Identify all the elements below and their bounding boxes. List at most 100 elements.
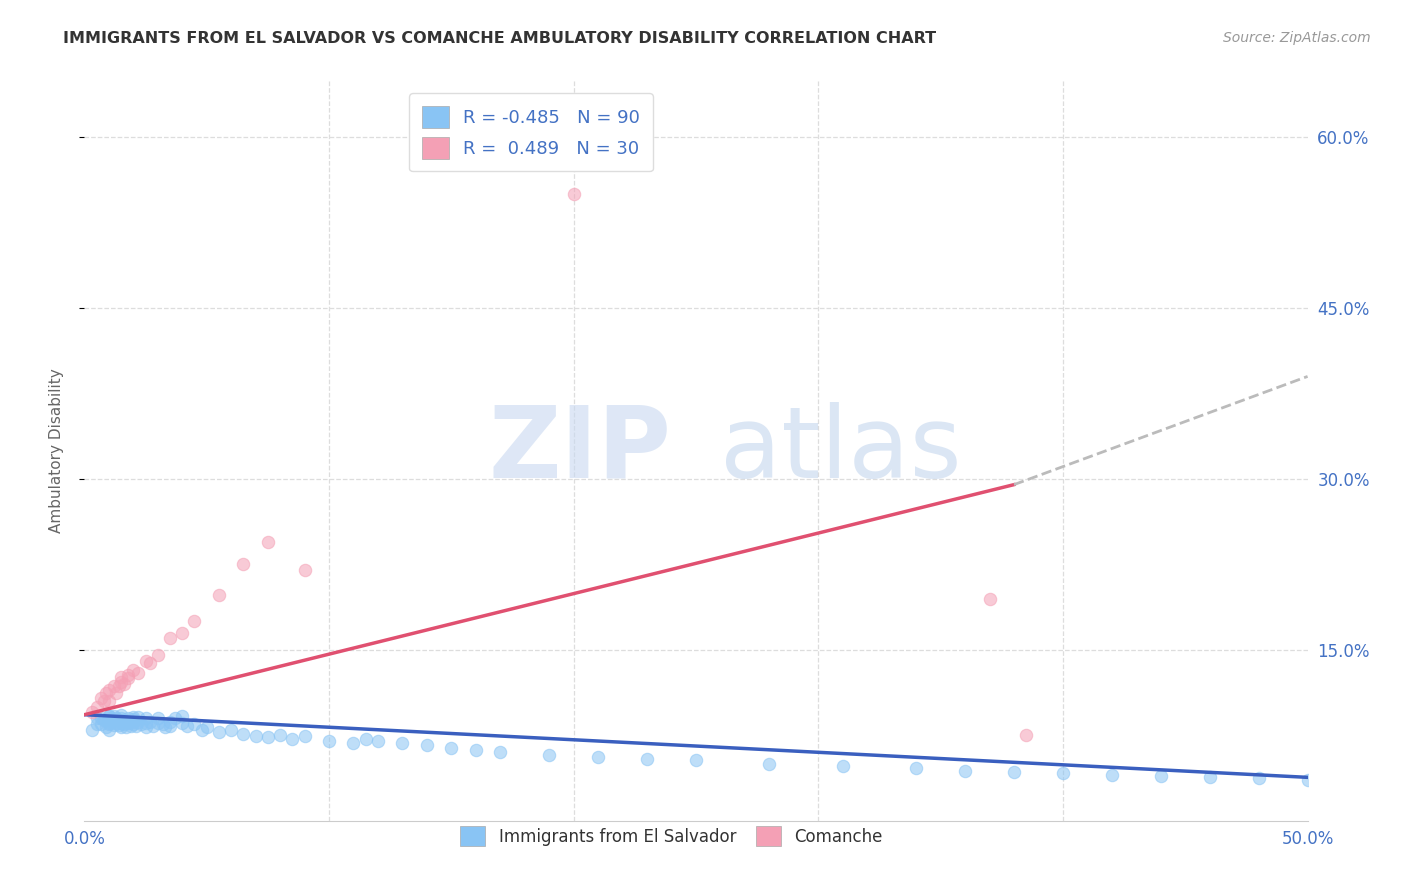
Point xyxy=(90,711,112,725)
Point xyxy=(1150,769,1173,783)
Point xyxy=(96,720,118,734)
Point xyxy=(86,716,108,731)
Point xyxy=(103,718,125,732)
Point xyxy=(110,715,132,730)
Point xyxy=(257,534,280,549)
Point xyxy=(107,718,129,732)
Point xyxy=(135,711,157,725)
Point xyxy=(183,716,205,731)
Point xyxy=(146,715,169,730)
Point xyxy=(172,715,194,730)
Point xyxy=(115,720,138,734)
Point xyxy=(318,734,340,748)
Point xyxy=(97,709,120,723)
Point xyxy=(105,711,128,725)
Point xyxy=(97,709,120,723)
Point xyxy=(117,671,139,685)
Point xyxy=(97,714,120,728)
Point xyxy=(97,682,120,697)
Legend: Immigrants from El Salvador, Comanche: Immigrants from El Salvador, Comanche xyxy=(454,820,890,853)
Point xyxy=(1015,728,1038,742)
Y-axis label: Ambulatory Disability: Ambulatory Disability xyxy=(49,368,63,533)
Point xyxy=(97,716,120,731)
Point xyxy=(80,723,103,737)
Point xyxy=(107,714,129,728)
Point xyxy=(1052,765,1074,780)
Point xyxy=(135,654,157,668)
Point xyxy=(112,714,135,728)
Point xyxy=(953,764,976,778)
Point xyxy=(367,734,389,748)
Point xyxy=(172,625,194,640)
Point xyxy=(135,715,157,730)
Point xyxy=(586,749,609,764)
Point xyxy=(152,716,174,731)
Point xyxy=(1296,772,1319,787)
Point xyxy=(208,724,231,739)
Point xyxy=(103,709,125,723)
Point xyxy=(117,668,139,682)
Point xyxy=(636,752,658,766)
Point xyxy=(117,715,139,730)
Point xyxy=(103,679,125,693)
Point xyxy=(110,707,132,722)
Point xyxy=(464,743,486,757)
Point xyxy=(159,632,181,646)
Point xyxy=(105,686,128,700)
Point xyxy=(1101,768,1123,782)
Point xyxy=(281,731,304,746)
Point xyxy=(294,730,316,744)
Point xyxy=(905,761,928,775)
Point xyxy=(191,723,214,737)
Point xyxy=(127,714,149,729)
Point xyxy=(354,731,377,746)
Point xyxy=(117,711,139,725)
Point xyxy=(758,756,780,771)
Point xyxy=(159,719,181,733)
Point xyxy=(107,679,129,693)
Point xyxy=(93,694,115,708)
Point xyxy=(86,699,108,714)
Point xyxy=(97,711,120,725)
Point xyxy=(208,588,231,602)
Point xyxy=(685,753,707,767)
Point xyxy=(86,711,108,725)
Text: Source: ZipAtlas.com: Source: ZipAtlas.com xyxy=(1223,31,1371,45)
Point xyxy=(90,716,112,731)
Point xyxy=(117,714,139,729)
Point xyxy=(219,723,242,737)
Point xyxy=(440,740,463,755)
Point xyxy=(1002,764,1025,779)
Point xyxy=(122,714,145,729)
Point xyxy=(232,727,254,741)
Point xyxy=(122,716,145,731)
Point xyxy=(110,711,132,725)
Point xyxy=(129,716,152,731)
Point xyxy=(232,558,254,572)
Point xyxy=(562,187,585,202)
Point xyxy=(103,714,125,728)
Point xyxy=(183,615,205,629)
Point xyxy=(257,731,280,745)
Point xyxy=(97,694,120,708)
Point xyxy=(139,657,162,671)
Point xyxy=(142,719,165,733)
Text: atlas: atlas xyxy=(720,402,962,499)
Point xyxy=(172,709,194,723)
Point xyxy=(1198,770,1220,784)
Point xyxy=(163,711,186,725)
Point xyxy=(110,720,132,734)
Point xyxy=(245,730,267,744)
Point xyxy=(122,710,145,724)
Point xyxy=(110,674,132,689)
Point xyxy=(342,736,364,750)
Point xyxy=(90,690,112,705)
Point xyxy=(489,745,512,759)
Point xyxy=(979,591,1001,606)
Point xyxy=(538,747,561,762)
Point xyxy=(135,720,157,734)
Point xyxy=(146,648,169,663)
Point xyxy=(97,715,120,730)
Point xyxy=(294,563,316,577)
Point xyxy=(80,706,103,720)
